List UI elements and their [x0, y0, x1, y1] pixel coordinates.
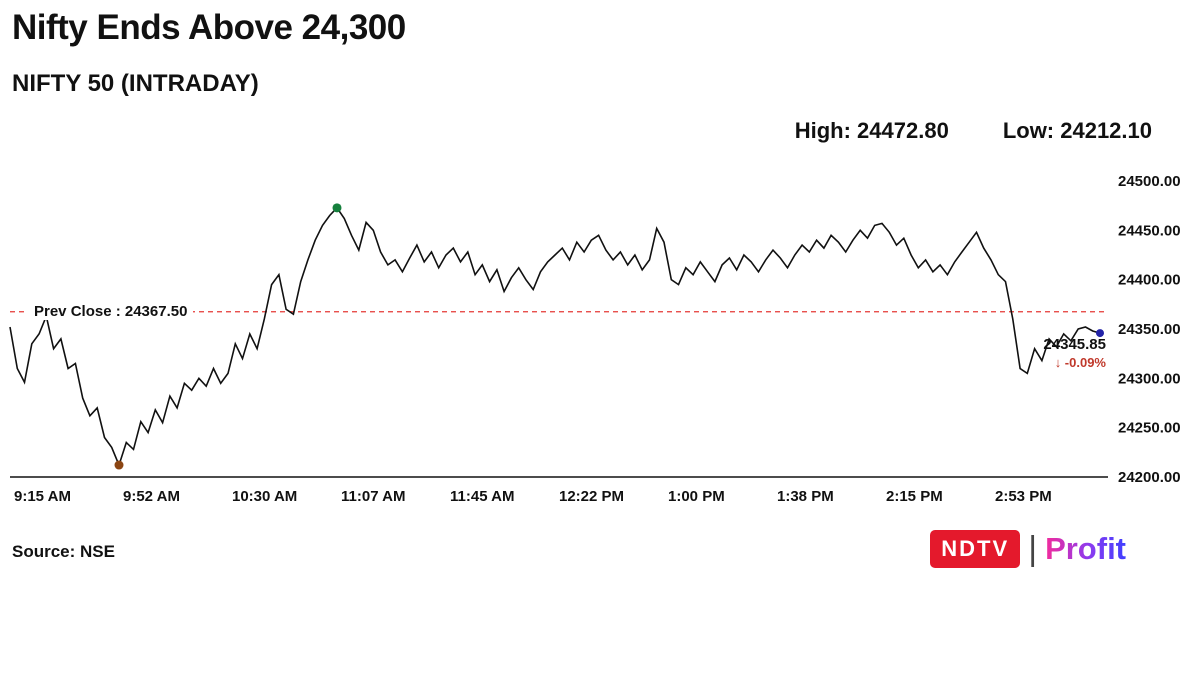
- x-axis-label: 2:53 PM: [995, 488, 1052, 505]
- x-axis-label: 1:00 PM: [668, 488, 725, 505]
- x-axis-label: 1:38 PM: [777, 488, 834, 505]
- y-axis-label: 24400.00: [1118, 272, 1181, 289]
- x-axis-label: 10:30 AM: [232, 488, 297, 505]
- y-axis-label: 24300.00: [1118, 370, 1181, 387]
- high-value-label: High: 24472.80: [794, 118, 949, 143]
- y-axis-label: 24450.00: [1118, 222, 1181, 239]
- high-low-row: High: 24472.80 Low: 24212.10: [795, 118, 1152, 144]
- high-marker: [332, 203, 342, 213]
- source-label: Source: NSE: [12, 542, 115, 561]
- x-axis-label: 9:15 AM: [14, 488, 71, 505]
- profit-logo: Profit: [1045, 531, 1126, 566]
- prev-close-label: Prev Close : 24367.50: [28, 303, 194, 320]
- chart-subtitle: NIFTY 50 (INTRADAY): [12, 70, 259, 97]
- x-axis-label: 11:45 AM: [450, 488, 514, 505]
- ndtv-logo: NDTV: [930, 530, 1021, 568]
- last-marker: [1096, 329, 1104, 338]
- x-axis-label: 11:07 AM: [341, 488, 405, 505]
- change-label: ↓ -0.09%: [1055, 355, 1107, 370]
- y-axis-label: 24250.00: [1118, 420, 1181, 437]
- last-price-label: 24345.85: [1043, 336, 1106, 353]
- price-line: [9, 206, 1101, 468]
- low-marker: [114, 460, 124, 470]
- y-axis-label: 24350.00: [1118, 321, 1181, 338]
- logo-separator: |: [1028, 530, 1038, 568]
- ndtv-profit-logo: NDTV | Profit: [930, 530, 1126, 568]
- x-axis-label: 12:22 PM: [559, 488, 624, 505]
- x-axis-label: 2:15 PM: [886, 488, 943, 505]
- y-axis-label: 24500.00: [1118, 173, 1181, 190]
- page-title: Nifty Ends Above 24,300: [12, 8, 406, 47]
- x-axis-label: 9:52 AM: [123, 488, 180, 505]
- y-axis-label: 24200.00: [1118, 469, 1181, 486]
- low-value-label: Low: 24212.10: [1002, 118, 1152, 143]
